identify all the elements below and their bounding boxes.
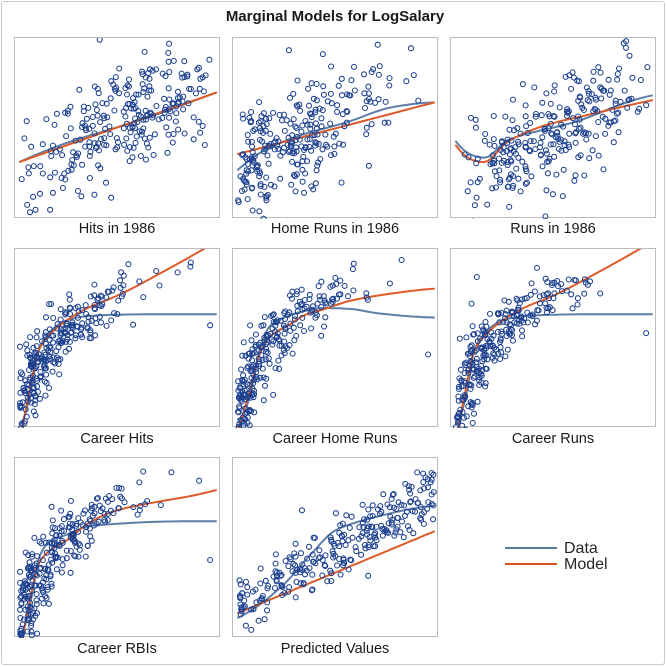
svg-text:Model: Model <box>564 556 608 573</box>
svg-text:Data: Data <box>564 540 598 557</box>
